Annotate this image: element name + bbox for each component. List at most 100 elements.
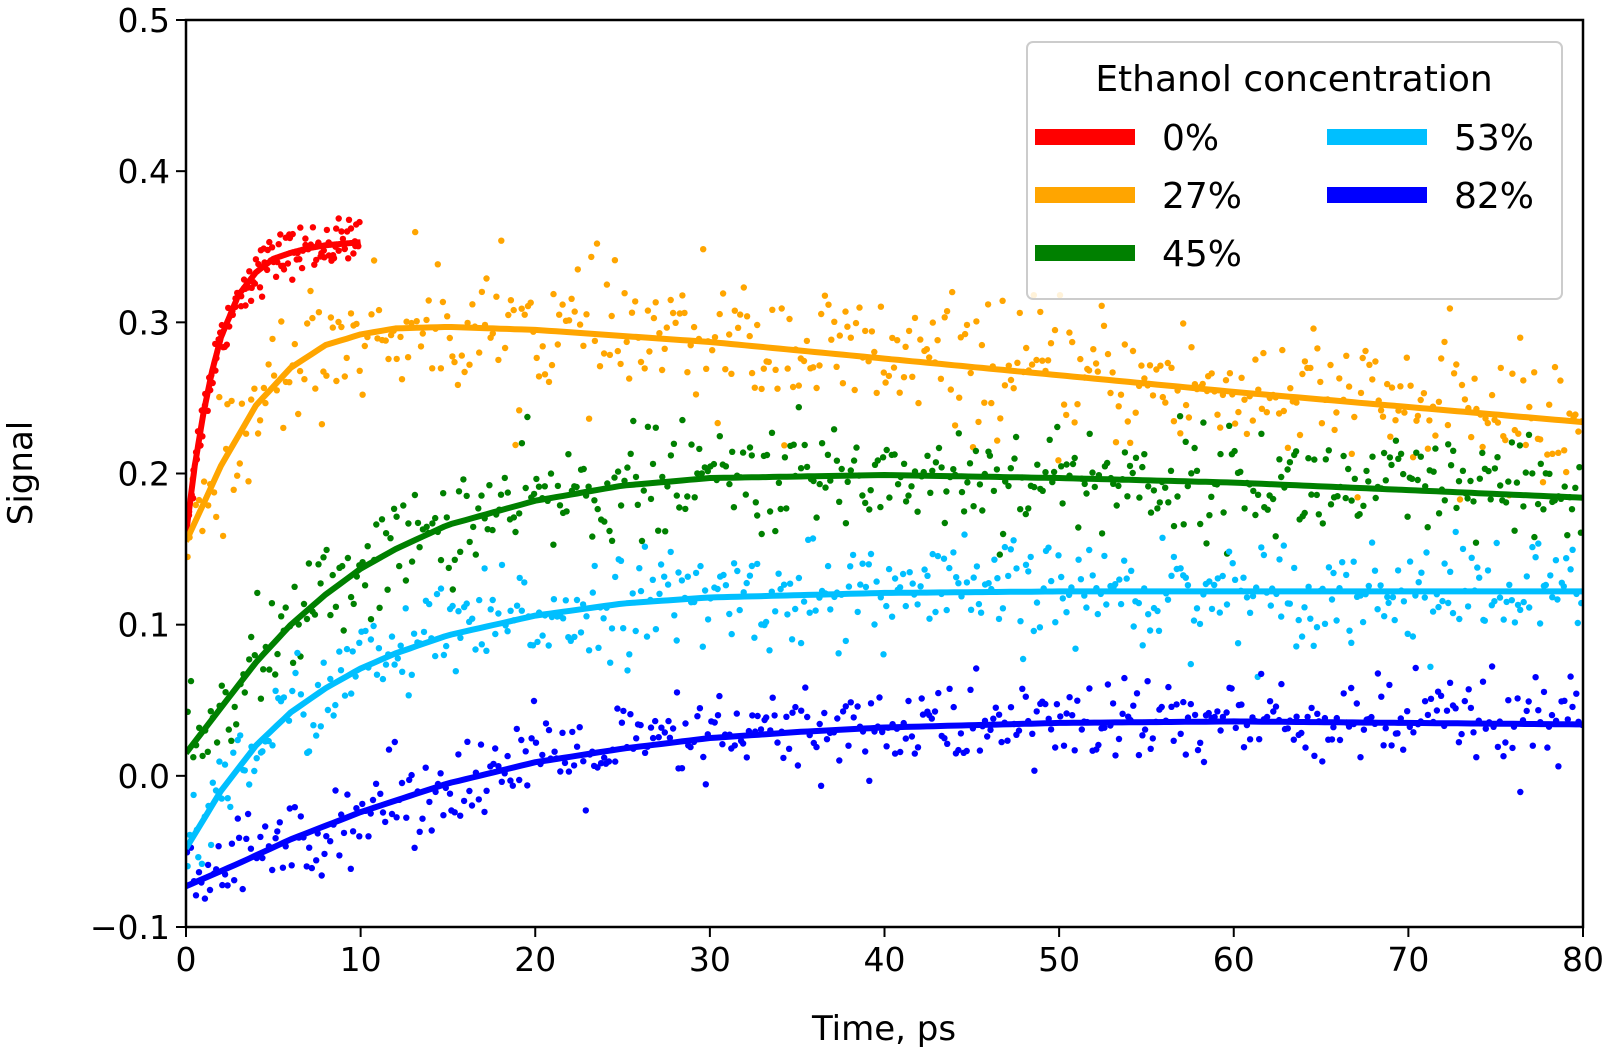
data-point-82 (973, 665, 980, 672)
data-point-45 (225, 726, 232, 733)
data-point-82 (696, 705, 704, 712)
data-point-27 (588, 253, 595, 261)
data-point-27 (1222, 377, 1230, 384)
data-point-27 (1420, 390, 1428, 397)
data-point-82 (1353, 700, 1361, 707)
data-point-45 (924, 452, 931, 459)
data-point-45 (1424, 524, 1431, 531)
data-point-45 (611, 474, 618, 481)
fit-line-45 (186, 472, 1583, 756)
data-point-27 (413, 318, 420, 325)
data-point-82 (1086, 685, 1093, 692)
data-point-53 (1427, 663, 1434, 670)
data-point-53 (259, 748, 266, 755)
data-point-27 (1403, 354, 1411, 361)
data-point-45 (894, 481, 902, 488)
data-point-27 (1484, 419, 1492, 427)
data-point-27 (851, 386, 858, 394)
data-point-82 (365, 833, 372, 840)
data-point-45 (1516, 442, 1524, 449)
data-point-53 (961, 531, 968, 538)
data-point-53 (620, 625, 627, 632)
data-point-53 (216, 758, 223, 765)
data-point-53 (476, 596, 483, 604)
data-point-27 (816, 362, 823, 369)
data-point-53 (408, 671, 415, 678)
data-point-53 (478, 641, 485, 648)
data-point-27 (1188, 344, 1195, 351)
data-point-27 (458, 352, 465, 359)
data-point-27 (1388, 384, 1396, 391)
data-point-45 (1459, 467, 1467, 474)
data-point-53 (699, 643, 706, 650)
data-point-53 (1523, 573, 1531, 580)
data-point-53 (835, 650, 842, 657)
data-point-27 (1124, 418, 1132, 425)
data-point-45 (550, 541, 557, 548)
data-point-27 (446, 334, 453, 342)
data-point-53 (1569, 546, 1576, 553)
data-point-0 (272, 273, 280, 280)
data-point-27 (600, 350, 608, 357)
data-point-45 (1017, 506, 1024, 513)
data-point-53 (1532, 554, 1539, 561)
data-point-27 (947, 386, 954, 393)
data-point-82 (731, 742, 738, 749)
data-point-82 (605, 758, 613, 765)
data-point-53 (1033, 599, 1041, 606)
y-axis-title: Signal (1, 421, 41, 525)
data-point-53 (373, 671, 381, 678)
data-point-45 (1091, 483, 1099, 491)
data-point-82 (1525, 698, 1532, 705)
data-point-45 (990, 487, 998, 495)
data-point-53 (1216, 609, 1224, 616)
data-point-45 (862, 499, 869, 507)
data-point-82 (1500, 753, 1507, 760)
data-point-82 (967, 686, 974, 693)
data-point-53 (1135, 599, 1143, 607)
data-point-53 (305, 748, 313, 755)
data-point-53 (481, 565, 488, 572)
data-point-82 (359, 800, 366, 808)
data-point-27 (1279, 346, 1286, 354)
data-point-45 (522, 484, 529, 492)
data-point-45 (1392, 437, 1400, 444)
data-point-82 (987, 726, 994, 734)
data-point-53 (221, 761, 229, 768)
data-point-45 (1342, 494, 1349, 502)
data-point-82 (618, 719, 626, 726)
data-point-53 (1276, 556, 1283, 563)
data-point-45 (853, 444, 860, 451)
data-point-45 (1252, 511, 1259, 519)
data-point-27 (495, 356, 502, 364)
data-point-82 (743, 754, 750, 761)
data-point-27 (412, 228, 419, 236)
data-point-82 (1540, 688, 1548, 696)
data-point-82 (1256, 736, 1263, 743)
data-point-45 (455, 488, 463, 495)
data-point-27 (1037, 308, 1044, 316)
data-point-53 (617, 557, 625, 564)
data-point-45 (1226, 422, 1233, 429)
data-point-53 (1243, 594, 1251, 601)
data-point-45 (457, 548, 464, 555)
data-point-82 (1270, 708, 1277, 715)
data-point-53 (405, 692, 412, 699)
data-point-53 (1447, 568, 1454, 575)
data-point-27 (505, 311, 512, 319)
data-point-82 (957, 730, 965, 737)
data-point-53 (241, 767, 248, 774)
data-point-27 (1159, 393, 1167, 401)
data-point-27 (213, 513, 220, 521)
data-point-53 (824, 562, 832, 570)
data-point-27 (512, 441, 519, 449)
data-point-82 (789, 709, 796, 716)
data-point-53 (1286, 600, 1294, 607)
data-point-45 (530, 490, 538, 498)
data-point-27 (296, 367, 304, 375)
data-point-27 (1235, 408, 1242, 416)
data-point-45 (1217, 450, 1224, 458)
data-point-45 (716, 433, 723, 440)
data-point-27 (1563, 468, 1570, 476)
data-point-53 (420, 628, 428, 636)
